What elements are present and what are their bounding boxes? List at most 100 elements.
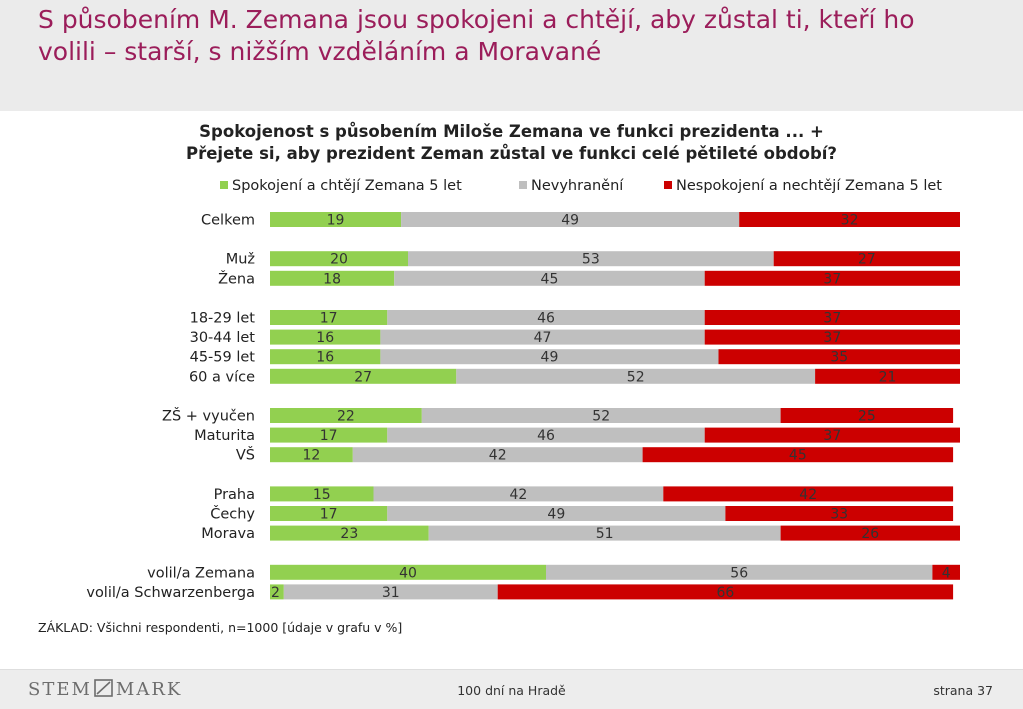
- legend-swatch-dissatisfied: [664, 181, 672, 189]
- data-label: 52: [592, 409, 610, 425]
- bar-segment-s0: [270, 329, 381, 345]
- bar-segment-s0: [270, 368, 457, 384]
- bar-segment-s2: [704, 310, 960, 325]
- data-label: 27: [858, 252, 876, 268]
- bar-segment-s0: [270, 310, 388, 325]
- data-label: 33: [830, 507, 848, 523]
- bar-segment-s0: [270, 212, 402, 227]
- legend-swatch-satisfied: [220, 181, 228, 189]
- bar-segment-s2: [773, 251, 960, 267]
- data-label: 37: [823, 428, 841, 444]
- bar-segment-s1: [394, 270, 705, 286]
- data-label: 17: [320, 428, 338, 444]
- data-label: 31: [382, 585, 400, 601]
- bar-segment-s1: [352, 447, 643, 463]
- category-label: VŠ: [236, 446, 255, 464]
- bar-segment-s0: [270, 506, 388, 521]
- data-label: 18: [323, 271, 341, 287]
- footer-center-text: 100 dní na Hradě: [457, 683, 566, 698]
- bar-segment-s0: [270, 584, 284, 600]
- stem-mark-logo: STEM MARK: [28, 679, 182, 700]
- bar-segment-s2: [780, 408, 954, 423]
- bar-segment-s0: [270, 525, 429, 541]
- bar-segment-s2: [780, 525, 960, 541]
- category-label: Muž: [226, 252, 255, 268]
- bar-segment-s2: [704, 427, 960, 443]
- bar-segment-s0: [270, 447, 353, 463]
- bar-segment-s1: [456, 368, 816, 384]
- bar-segment-s2: [739, 212, 960, 227]
- slide-title-line-1: S působením M. Zemana jsou spokojeni a c…: [38, 5, 915, 34]
- data-label: 46: [537, 311, 555, 327]
- legend-item-undecided: Nevyhranění: [519, 176, 623, 196]
- data-label: 42: [489, 448, 507, 464]
- bar-segment-s0: [270, 270, 395, 286]
- category-label: Čechy: [210, 505, 255, 523]
- bar-segment-s2: [932, 564, 960, 580]
- data-label: 35: [830, 350, 848, 366]
- legend-item-satisfied: Spokojení a chtějí Zemana 5 let: [220, 176, 462, 196]
- data-label: 26: [861, 526, 879, 542]
- slide-title-line-2: volili – starší, s nižším vzděláním a Mo…: [38, 37, 602, 66]
- category-label: Žena: [218, 269, 255, 287]
- data-label: 16: [316, 330, 334, 346]
- chart-title-line-1: Spokojenost s působením Miloše Zemana ve…: [199, 122, 824, 141]
- bar-segment-s0: [270, 349, 381, 365]
- bar-segment-s1: [387, 506, 726, 521]
- category-label: 30-44 let: [190, 330, 256, 346]
- bar-segment-s2: [642, 447, 954, 463]
- data-label: 17: [320, 507, 338, 523]
- data-label: 2: [271, 585, 280, 601]
- logo-slash-box-icon: [94, 679, 113, 697]
- slide-header: S působením M. Zemana jsou spokojeni a c…: [0, 0, 1023, 111]
- data-label: 4: [942, 565, 951, 581]
- category-label: 45-59 let: [190, 350, 256, 366]
- bar-segment-s1: [380, 349, 719, 365]
- data-label: 19: [327, 213, 345, 229]
- legend-label-undecided: Nevyhranění: [531, 178, 624, 194]
- bar-segment-s0: [270, 427, 388, 443]
- bar-segment-s1: [546, 564, 933, 580]
- category-label: Maturita: [194, 428, 255, 444]
- bar-segment-s1: [401, 212, 740, 227]
- bar-segment-s1: [380, 329, 705, 345]
- data-label: 37: [823, 271, 841, 287]
- category-label: ZŠ + vyučen: [162, 407, 255, 425]
- data-label: 49: [561, 213, 579, 229]
- category-label: Morava: [201, 526, 255, 542]
- data-label: 56: [730, 565, 748, 581]
- bar-segment-s0: [270, 564, 546, 580]
- data-label: 52: [627, 369, 645, 385]
- data-label: 23: [340, 526, 358, 542]
- bar-segment-s1: [387, 427, 705, 443]
- bar-segment-s1: [408, 251, 774, 267]
- bar-segment-s2: [704, 329, 960, 345]
- legend-label-dissatisfied: Nespokojení a nechtějí Zemana 5 let: [676, 178, 942, 194]
- legend-label-satisfied: Spokojení a chtějí Zemana 5 let: [232, 178, 462, 194]
- base-note: ZÁKLAD: Všichni respondenti, n=1000 [úda…: [38, 620, 403, 635]
- data-label: 46: [537, 428, 555, 444]
- data-label: 49: [547, 507, 565, 523]
- bar-segment-s2: [718, 349, 960, 365]
- bar-segment-s1: [387, 310, 705, 325]
- legend-swatch-undecided: [519, 181, 527, 189]
- data-label: 40: [399, 565, 417, 581]
- data-label: 15: [313, 487, 331, 503]
- data-label: 21: [879, 369, 897, 385]
- data-label: 27: [354, 369, 372, 385]
- bar-segment-s1: [421, 408, 781, 423]
- data-label: 32: [841, 213, 859, 229]
- data-label: 66: [716, 585, 734, 601]
- data-label: 42: [799, 487, 817, 503]
- logo-text-left: STEM: [28, 679, 92, 700]
- data-label: 37: [823, 311, 841, 327]
- data-label: 22: [337, 409, 355, 425]
- category-label: 18-29 let: [190, 311, 256, 327]
- data-label: 16: [316, 350, 334, 366]
- bar-segment-s2: [663, 486, 954, 502]
- logo-text-right: MARK: [115, 679, 183, 700]
- bar-segment-s1: [428, 525, 781, 541]
- bar-segment-s2: [704, 270, 960, 286]
- bar-segment-s0: [270, 251, 408, 267]
